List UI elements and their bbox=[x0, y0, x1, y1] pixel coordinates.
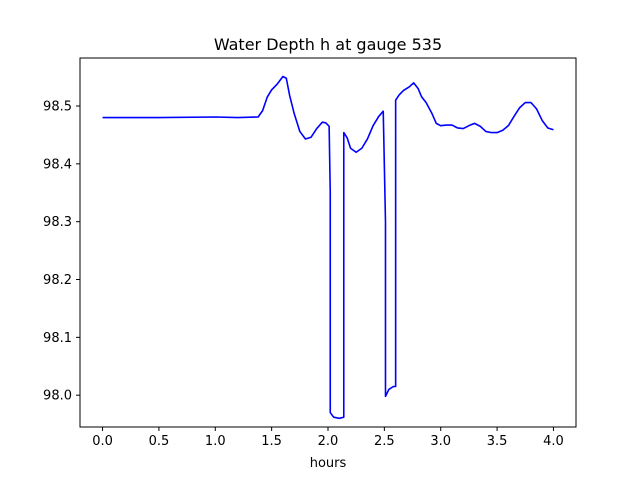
y-axis-ticks: 98.0 98.1 98.2 98.3 98.4 98.5 bbox=[43, 100, 80, 404]
x-tick-label: 3.5 bbox=[487, 434, 508, 449]
y-tick-label: 98.5 bbox=[43, 100, 72, 115]
x-tick-label: 1.5 bbox=[261, 434, 282, 449]
y-tick-label: 98.1 bbox=[43, 331, 72, 346]
y-tick-label: 98.3 bbox=[43, 215, 72, 230]
x-tick-label: 3.0 bbox=[430, 434, 451, 449]
x-tick-label: 2.0 bbox=[318, 434, 339, 449]
y-tick-label: 98.0 bbox=[43, 389, 72, 404]
x-tick-label: 0.0 bbox=[92, 434, 113, 449]
x-tick-label: 4.0 bbox=[543, 434, 564, 449]
series-layer bbox=[102, 75, 554, 420]
chart-title: Water Depth h at gauge 535 bbox=[214, 35, 442, 54]
x-axis-label: hours bbox=[310, 456, 347, 471]
x-axis-ticks: 0.0 0.5 1.0 1.5 2.0 2.5 3.0 3.5 4.0 bbox=[92, 427, 564, 449]
series-line-0 bbox=[102, 75, 554, 420]
x-tick-label: 2.5 bbox=[374, 434, 395, 449]
plot-area bbox=[80, 58, 576, 427]
y-tick-label: 98.4 bbox=[43, 157, 72, 172]
plot-frame bbox=[79, 57, 577, 428]
x-tick-label: 0.5 bbox=[149, 434, 170, 449]
y-tick-label: 98.2 bbox=[43, 273, 72, 288]
x-tick-label: 1.0 bbox=[205, 434, 226, 449]
